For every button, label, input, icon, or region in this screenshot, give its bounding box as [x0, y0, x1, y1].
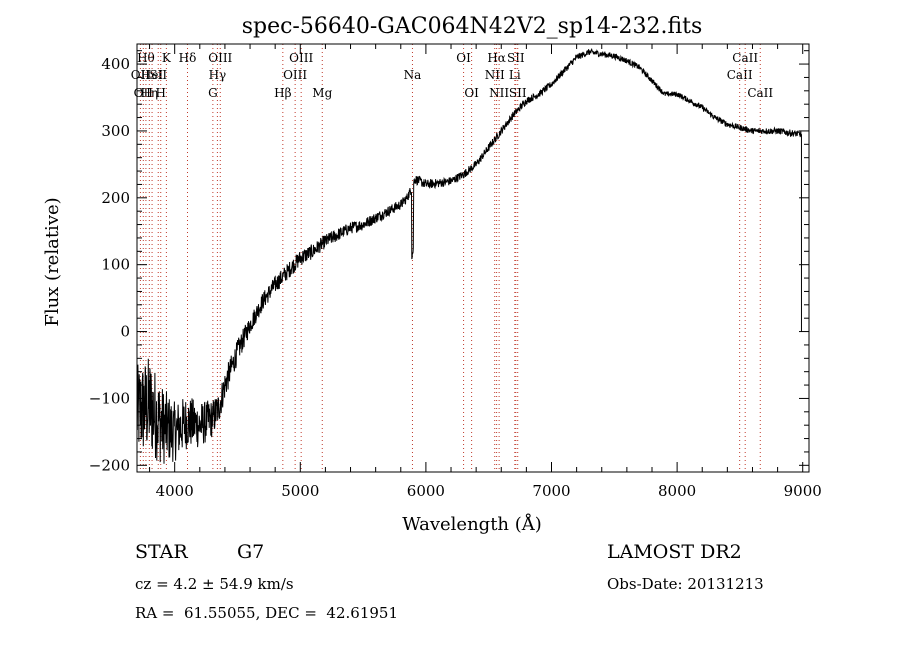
spectral-line-label-23: SII [507, 51, 525, 65]
spectral-line-label-0: OII [131, 68, 151, 82]
spectral-line-label-17: OI [456, 51, 471, 65]
object-class: STAR [135, 541, 188, 563]
y-tick-label: −200 [89, 456, 130, 474]
redshift-cz: cz = 4.2 ± 54.9 km/s [135, 575, 294, 593]
spectral-line-label-26: CaII [732, 51, 758, 65]
survey-name: LAMOST DR2 [607, 541, 742, 563]
spectrum-series [136, 48, 802, 464]
spectral-line-label-18: OI [464, 86, 479, 100]
spectral-line-label-22: Li [509, 68, 521, 82]
spectral-line-label-16: Na [404, 68, 422, 82]
spectral-line-label-7: K [162, 51, 172, 65]
plot-frame [136, 43, 810, 473]
spectral-line-label-9: G [208, 86, 218, 100]
y-axis-title: Flux (relative) [42, 197, 63, 326]
y-tick-label: −100 [89, 389, 130, 407]
spectral-line-label-25: CaII [727, 68, 753, 82]
spectral-line-label-4: HeI [141, 68, 164, 82]
spectral-line-label-13: OIII [283, 68, 307, 82]
y-tick-label: 400 [101, 55, 130, 73]
spectral-line-label-14: OIII [289, 51, 313, 65]
spectral-line-label-12: Hβ [274, 86, 291, 100]
y-tick-label: 300 [101, 122, 130, 140]
x-axis-title: Wavelength (Å) [402, 513, 542, 535]
spectral-line-label-5: SII [149, 68, 167, 82]
x-tick-label: 6000 [407, 482, 445, 500]
spectral-line-label-10: Hγ [209, 68, 227, 82]
spectral-line-label-21: NII [489, 86, 509, 100]
y-tick-label: 0 [120, 323, 130, 341]
ra-dec-coordinates: RA = 61.55055, DEC = 42.61951 [135, 604, 399, 622]
spectral-line-label-8: Hδ [179, 51, 197, 65]
y-tick-label: 200 [101, 189, 130, 207]
x-tick-label: 5000 [281, 482, 319, 500]
spectral-line-label-11: OIII [208, 51, 232, 65]
x-tick-label: 8000 [658, 482, 696, 500]
spectral-line-label-15: Mg [312, 86, 332, 100]
spectral-line-label-3: Hη [140, 86, 158, 100]
spectral-line-label-1: OII [134, 86, 154, 100]
spectral-line-label-2: Hθ [137, 51, 155, 65]
object-subclass: G7 [237, 541, 265, 563]
y-tick-label: 100 [101, 256, 130, 274]
spectral-line-label-27: CaII [747, 86, 773, 100]
axes: 4000 5000 6000 7000 8000 9000 −200 −100 0 100 200 3… [89, 44, 822, 500]
spectral-line-label-24: SII [509, 86, 527, 100]
spectrum-line [136, 48, 802, 464]
x-tick-label: 4000 [156, 482, 194, 500]
chart-title: spec-56640-GAC064N42V2_sp14-232.fits [242, 14, 703, 39]
x-tick-label: 7000 [532, 482, 570, 500]
spectral-line-label-20: Hα [487, 51, 506, 65]
x-tick-label: 9000 [784, 482, 822, 500]
spectral-line-label-19: NII [485, 68, 505, 82]
spectral-line-label-6: H [156, 86, 166, 100]
observation-date: Obs-Date: 20131213 [607, 575, 764, 593]
